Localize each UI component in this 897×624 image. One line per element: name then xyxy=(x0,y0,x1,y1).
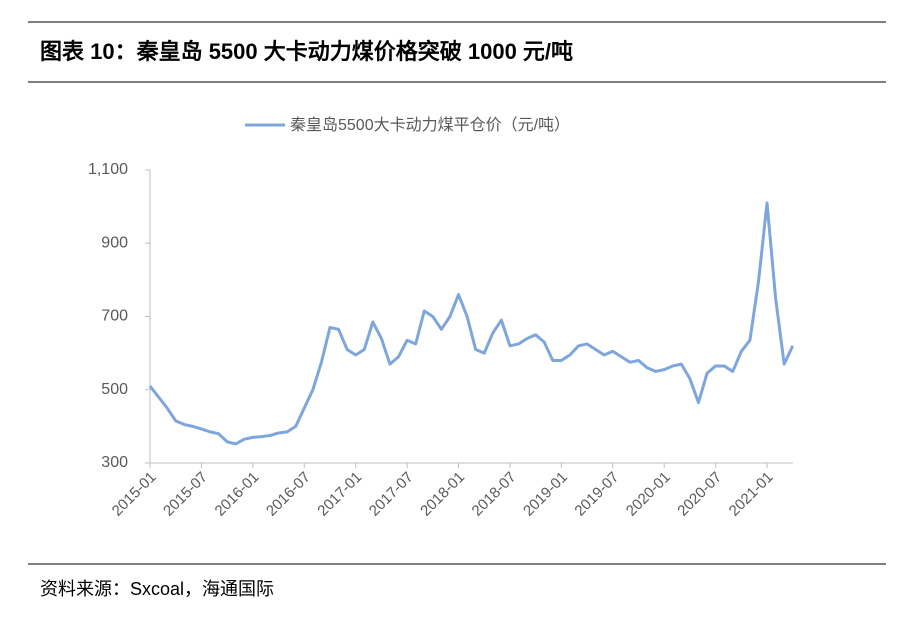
x-tick-label: 2019-01 xyxy=(520,469,571,520)
y-tick-label: 500 xyxy=(101,381,128,398)
x-tick-label: 2020-07 xyxy=(674,469,725,520)
x-tick-label: 2018-07 xyxy=(469,469,520,520)
x-tick-label: 2019-07 xyxy=(571,469,622,520)
data-line xyxy=(148,201,795,446)
y-tick-label: 1,100 xyxy=(88,161,128,178)
x-tick-label: 2016-07 xyxy=(263,469,314,520)
x-tick-label: 2015-01 xyxy=(109,469,160,520)
legend-label: 秦皇岛5500大卡动力煤平仓价（元/吨） xyxy=(290,116,570,134)
y-tick-label: 300 xyxy=(101,454,128,471)
x-tick-label: 2017-01 xyxy=(314,469,365,520)
x-tick-label: 2020-01 xyxy=(623,469,674,520)
x-tick-label: 2017-07 xyxy=(366,469,417,520)
x-tick-label: 2015-07 xyxy=(160,469,211,520)
y-tick-label: 700 xyxy=(101,308,128,325)
x-tick-label: 2016-01 xyxy=(212,469,263,520)
page-title: 图表 10：秦皇岛 5500 大卡动力煤价格突破 1000 元/吨 xyxy=(40,39,573,64)
source: 资料来源：Sxcoal，海通国际 xyxy=(40,579,274,599)
y-tick-label: 900 xyxy=(101,234,128,251)
x-tick-label: 2021-01 xyxy=(726,469,777,520)
x-tick-label: 2018-01 xyxy=(417,469,468,520)
